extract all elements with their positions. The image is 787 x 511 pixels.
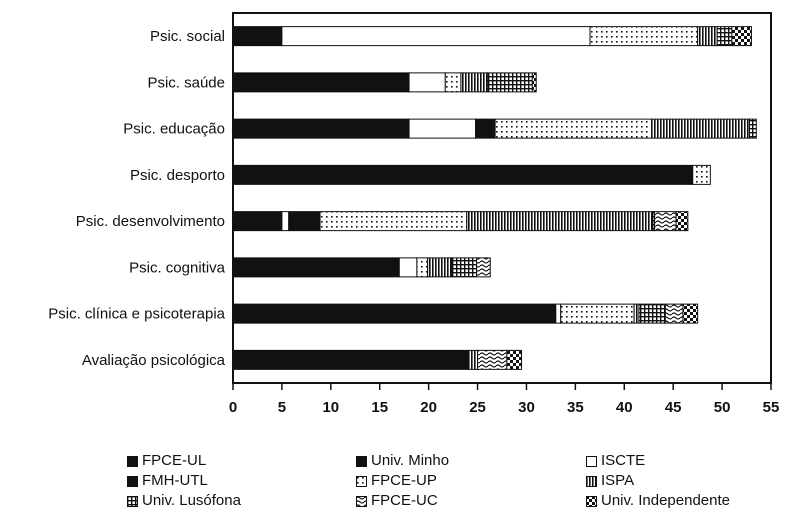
x-tick-label: 0 xyxy=(229,399,237,416)
bar-segment-ispa xyxy=(466,211,654,232)
bar-segment-iscte xyxy=(408,118,477,139)
x-tick-label: 20 xyxy=(420,399,437,416)
legend-item-univ-independente: Univ. Independente xyxy=(586,492,730,510)
legend-label: FMH-UTL xyxy=(142,472,208,489)
legend-item-univ-minho: Univ. Minho xyxy=(356,452,449,470)
bar-segment-ispa xyxy=(467,349,479,370)
x-tick-label: 30 xyxy=(518,399,535,416)
x-tick-label: 25 xyxy=(469,399,486,416)
category-label: Psic. social xyxy=(150,28,225,45)
bars-layer xyxy=(232,26,757,370)
bar-segment-univ-independente xyxy=(682,303,699,324)
legend-item-ispa: ISPA xyxy=(586,472,634,490)
legend-item-fpce-up: FPCE-UP xyxy=(356,472,437,490)
bar-segment-univ-lusofona xyxy=(638,303,666,324)
bar-segment-fpce-ul xyxy=(232,349,469,370)
legend-label: FPCE-UC xyxy=(371,492,438,509)
bar-segment-fpce-ul xyxy=(232,164,694,185)
legend-label: Univ. Independente xyxy=(601,492,730,509)
legend-item-fmh-utl: FMH-UTL xyxy=(127,472,208,490)
x-tick-label: 10 xyxy=(322,399,339,416)
category-label: Psic. educação xyxy=(123,121,225,138)
bar-segment-fpce-up xyxy=(319,211,468,232)
category-label: Psic. clínica e psicoterapia xyxy=(48,306,225,323)
bar-segment-univ-independente xyxy=(731,26,752,47)
bar-segment-iscte xyxy=(281,26,591,47)
bar-segment-iscte xyxy=(555,303,562,324)
x-tick-label: 50 xyxy=(714,399,731,416)
legend-swatch xyxy=(586,475,597,487)
legend-swatch xyxy=(356,455,367,467)
legend-label: ISCTE xyxy=(601,452,646,469)
legend-swatch xyxy=(586,455,597,467)
x-tick-label: 55 xyxy=(763,399,780,416)
bar-segment-ispa xyxy=(697,26,718,47)
bar-segment-univ-independente xyxy=(531,72,537,93)
legend-swatch xyxy=(127,455,138,467)
bar-segment-ispa xyxy=(427,257,453,278)
bar-segment-univ-lusofona xyxy=(748,118,757,139)
x-tick-label: 15 xyxy=(371,399,388,416)
bar-segment-fpce-up xyxy=(444,72,462,93)
bar-segment-univ-independente xyxy=(675,211,689,232)
legend-item-univ-lusofona: Univ. Lusófona xyxy=(127,492,241,510)
bar-segment-univ-independente xyxy=(506,349,523,370)
bar-segment-fpce-uc xyxy=(664,303,684,324)
x-tick-label: 45 xyxy=(665,399,682,416)
bar-segment-fpce-ul xyxy=(232,118,410,139)
legend-label: Univ. Lusófona xyxy=(142,492,241,509)
legend-item-fpce-uc: FPCE-UC xyxy=(356,492,438,510)
bar-segment-fpce-up xyxy=(494,118,653,139)
bar-segment-fpce-uc xyxy=(477,349,508,370)
legend-swatch xyxy=(356,495,367,507)
legend-swatch xyxy=(586,495,597,507)
bar-segment-iscte xyxy=(281,211,290,232)
category-label: Psic. desenvolvimento xyxy=(76,213,225,230)
bar-segment-fpce-uc xyxy=(654,211,677,232)
legend-item-fpce-ul: FPCE-UL xyxy=(127,452,206,470)
bar-segment-univ-lusofona xyxy=(716,26,733,47)
bar-segment-ispa xyxy=(633,303,640,324)
legend-label: Univ. Minho xyxy=(371,452,450,469)
legend-label: ISPA xyxy=(601,472,635,489)
bar-segment-ispa xyxy=(651,118,750,139)
bar-segment-iscte xyxy=(408,72,446,93)
legend-label: FPCE-UL xyxy=(142,452,207,469)
category-labels: Psic. social Psic. saúde Psic. educação Psi… xyxy=(48,28,225,369)
x-tick-label: 5 xyxy=(278,399,286,416)
bar-segment-fpce-up xyxy=(692,164,711,185)
x-tick-label: 40 xyxy=(616,399,633,416)
bar-segment-fpce-ul xyxy=(232,257,400,278)
bar-segment-fpce-ul xyxy=(232,26,283,47)
bar-segment-iscte xyxy=(398,257,418,278)
bar-segment-univ-lusofona xyxy=(486,72,533,93)
bar-segment-fpce-ul xyxy=(232,303,557,324)
x-axis-ticks: 0 5 10 15 20 25 30 35 40 45 50 55 xyxy=(229,383,780,416)
bar-segment-univ-lusofona xyxy=(451,257,478,278)
bar-segment-fpce-ul xyxy=(232,72,410,93)
bar-segment-fpce-up xyxy=(560,303,635,324)
bar-segment-ispa xyxy=(460,72,488,93)
bar-segment-fmh-utl xyxy=(475,118,496,139)
legend-swatch xyxy=(127,475,138,487)
bar-segment-fpce-up xyxy=(416,257,429,278)
legend-label: FPCE-UP xyxy=(371,472,437,489)
legend-swatch xyxy=(356,475,367,487)
category-label: Avaliação psicológica xyxy=(82,352,226,369)
category-label: Psic. saúde xyxy=(147,74,225,91)
category-label: Psic. desporto xyxy=(130,167,225,184)
bar-segment-fpce-ul xyxy=(232,211,283,232)
bar-segment-fpce-uc xyxy=(476,257,491,278)
category-label: Psic. cognitiva xyxy=(129,259,226,276)
legend-item-iscte: ISCTE xyxy=(586,452,645,470)
bar-segment-fmh-utl xyxy=(288,211,321,232)
bar-chart: Psic. social Psic. saúde Psic. educação Psi… xyxy=(48,12,780,416)
bar-segment-fpce-up xyxy=(589,26,699,47)
plot-frame xyxy=(232,12,772,384)
legend-swatch xyxy=(127,495,138,507)
x-tick-label: 35 xyxy=(567,399,584,416)
